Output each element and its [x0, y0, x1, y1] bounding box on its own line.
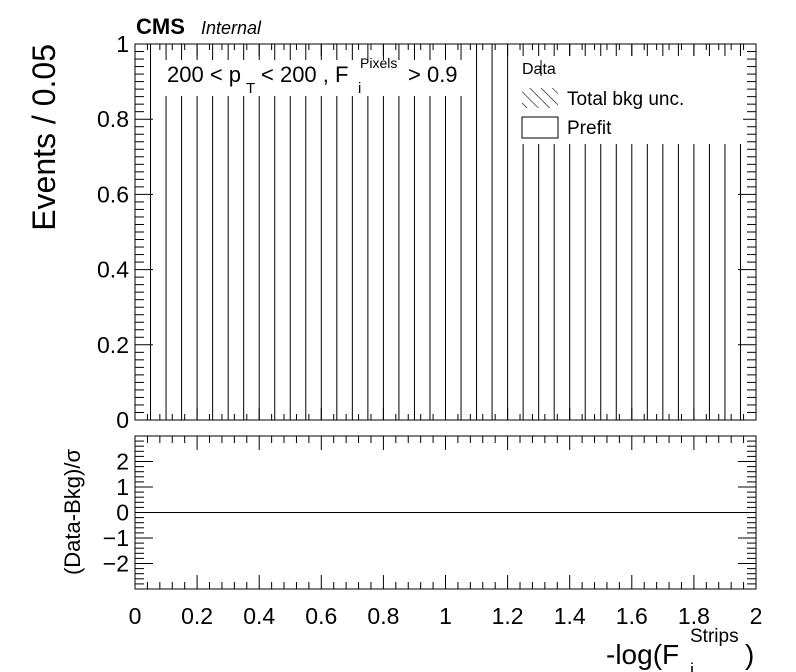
- selection-pt-sub: T: [246, 80, 255, 97]
- main-bin-lines: [150, 44, 741, 420]
- selection-label: 200 < p T < 200 , F Pixels i > 0.9: [165, 55, 467, 97]
- legend-prefit-label: Prefit: [567, 118, 612, 139]
- x-axis-label-sup: Strips: [690, 626, 739, 647]
- selection-f-cut: > 0.9: [408, 62, 458, 87]
- main-y-tick-label: 0.4: [97, 257, 129, 283]
- x-tick-label: 0.4: [243, 603, 275, 629]
- ratio-x-ticks: 0 0.2 0.4 0.6 0.8 1 1.2 1.4 1.6 1.8 2: [129, 436, 763, 629]
- x-axis-label-close: ): [745, 639, 754, 670]
- main-y-tick-label: 0.8: [97, 106, 129, 132]
- main-y-tick-label: 1: [116, 31, 129, 57]
- legend-prefit-swatch: [521, 116, 559, 139]
- x-tick-label: 0: [129, 603, 142, 629]
- internal-label: Internal: [201, 18, 262, 38]
- legend-hatch-swatch: [522, 88, 558, 108]
- main-panel: 0 0.2 0.4 0.6 0.8 1 Events / 0.05: [26, 31, 757, 433]
- x-tick-label: 0.8: [367, 603, 399, 629]
- ratio-y-tick-label: 0: [116, 500, 129, 526]
- x-tick-label: 1.4: [554, 603, 586, 629]
- selection-f-sup: Pixels: [360, 55, 397, 71]
- ratio-y-tick-label: −1: [103, 525, 129, 551]
- x-tick-label: 1.6: [616, 603, 648, 629]
- ratio-y-axis-label: (Data-Bkg)/σ: [60, 449, 85, 575]
- x-tick-label: 0.6: [305, 603, 337, 629]
- cms-label: CMS: [136, 14, 185, 39]
- main-frame: [134, 43, 757, 421]
- ratio-y-tick-label: 2: [116, 449, 129, 475]
- x-tick-label: 1.8: [678, 603, 710, 629]
- x-tick-label: 2: [750, 603, 763, 629]
- selection-pt-high: < 200 , F: [261, 62, 348, 87]
- main-y-tick-label: 0: [116, 407, 129, 433]
- legend-unc-label: Total bkg unc.: [567, 89, 684, 110]
- legend: Data Total bkg unc. Prefit: [514, 56, 743, 144]
- x-axis-label: -log(F Strips i ): [606, 626, 754, 672]
- ratio-y-tick-label: −2: [103, 551, 129, 577]
- x-tick-label: 0.2: [181, 603, 213, 629]
- x-tick-label: 1.2: [492, 603, 524, 629]
- selection-f-sub: i: [358, 80, 361, 97]
- ratio-y-tick-label: 1: [116, 474, 129, 500]
- main-y-axis-label: Events / 0.05: [26, 44, 62, 231]
- ratio-frame: [134, 435, 757, 590]
- selection-pt-low: 200 < p: [167, 62, 241, 87]
- x-axis-label-sub: i: [690, 660, 694, 672]
- main-y-ticks: 0 0.2 0.4 0.6 0.8 1: [97, 31, 756, 433]
- x-axis-label-main: -log(F: [606, 639, 679, 670]
- legend-data-label: Data: [522, 61, 556, 78]
- main-y-tick-label: 0.2: [97, 332, 129, 358]
- main-x-ticks: [134, 44, 757, 420]
- x-tick-label: 1: [439, 603, 452, 629]
- main-y-tick-label: 0.6: [97, 181, 129, 207]
